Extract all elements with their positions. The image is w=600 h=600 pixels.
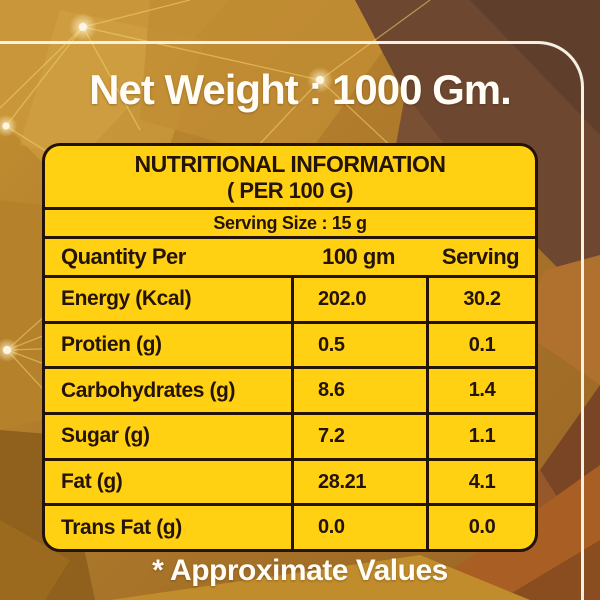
row-value-serving: 4.1 xyxy=(426,460,535,504)
table-row-energy: Energy (Kcal) 202.0 30.2 xyxy=(45,278,535,324)
row-value-serving: 30.2 xyxy=(426,278,535,321)
row-value-100gm: 0.5 xyxy=(291,323,426,367)
column-header-row: Quantity Per 100 gm Serving xyxy=(45,239,535,278)
net-weight-title: Net Weight : 1000 Gm. xyxy=(89,66,512,113)
table-title-line1: NUTRITIONAL INFORMATION xyxy=(134,150,446,177)
row-value-100gm: 202.0 xyxy=(291,278,426,321)
row-value-100gm: 8.6 xyxy=(291,369,426,413)
column-header-serving: Serving xyxy=(441,244,520,269)
column-header-100gm: 100 gm xyxy=(322,244,395,269)
table-row-sugar: Sugar (g) 7.2 1.1 xyxy=(45,415,535,461)
row-value-serving: 1.1 xyxy=(426,415,535,458)
row-value-serving: 0.1 xyxy=(426,323,535,367)
serving-size-row: Serving Size : 15 g xyxy=(45,210,535,239)
table-title: NUTRITIONAL INFORMATION ( PER 100 G) xyxy=(45,146,535,210)
row-label: Trans Fat (g) xyxy=(61,515,182,539)
row-label: Fat (g) xyxy=(61,470,123,494)
row-label: Energy (Kcal) xyxy=(61,287,192,311)
table-row-fat: Fat (g) 28.21 4.1 xyxy=(45,460,535,507)
table-row-trans-fat: Trans Fat (g) 0.0 0.0 xyxy=(45,506,535,549)
row-label: Protien (g) xyxy=(61,333,162,356)
nutrition-table: NUTRITIONAL INFORMATION ( PER 100 G) Ser… xyxy=(42,143,538,552)
row-value-serving: 1.4 xyxy=(426,369,535,413)
table-row-protein: Protien (g) 0.5 0.1 xyxy=(45,323,535,370)
row-value-100gm: 28.21 xyxy=(291,460,426,504)
row-value-100gm: 0.0 xyxy=(291,506,426,549)
approximate-values-note: * Approximate Values xyxy=(152,554,448,587)
row-label: Sugar (g) xyxy=(61,424,150,448)
row-value-serving: 0.0 xyxy=(426,506,535,549)
column-header-quantity-per: Quantity Per xyxy=(61,244,186,269)
table-row-carbohydrates: Carbohydrates (g) 8.6 1.4 xyxy=(45,369,535,416)
row-label: Carbohydrates (g) xyxy=(61,378,236,402)
row-value-100gm: 7.2 xyxy=(291,415,426,458)
table-title-line2: ( PER 100 G) xyxy=(226,178,354,204)
